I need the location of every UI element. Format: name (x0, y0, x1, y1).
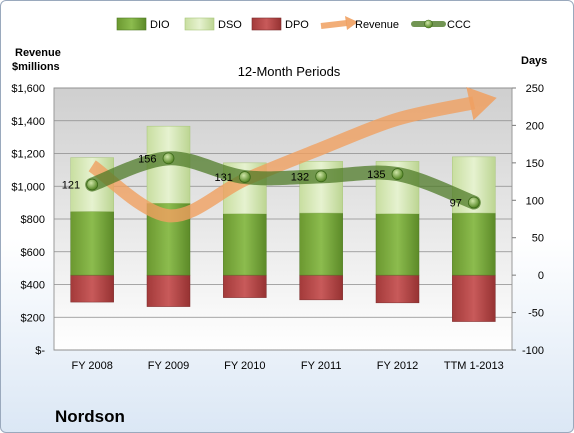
legend-swatch-revenue (320, 20, 348, 29)
legend-label-dio: DIO (150, 19, 170, 31)
ccc-point (391, 168, 404, 180)
legend: DIO DSO DPO Revenue CCC (116, 16, 471, 31)
legend-swatch-dso (184, 17, 215, 31)
bar-dpo (375, 274, 420, 304)
legend-label-dso: DSO (218, 19, 242, 31)
right-tick-label: 0 (538, 270, 544, 282)
right-axis-label: Days (521, 55, 547, 67)
bar-dpo (452, 274, 496, 322)
bar-dpo (299, 274, 343, 301)
bar-dio (223, 213, 267, 276)
ccc-data-label: 132 (291, 171, 309, 183)
right-tick-label: 150 (526, 158, 544, 170)
category-label: FY 2009 (148, 360, 189, 372)
revenue-line (88, 96, 476, 223)
left-tick-label: $600 (21, 247, 45, 259)
ccc-data-label: 156 (138, 153, 156, 165)
category-label: FY 2012 (377, 360, 418, 372)
left-tick-label: $1,000 (11, 181, 45, 193)
right-tick-label: 200 (526, 120, 544, 132)
right-tick-label: -100 (522, 345, 544, 357)
legend-swatch-dpo (251, 17, 282, 31)
category-label: FY 2011 (301, 360, 342, 372)
left-tick-label: $800 (21, 214, 45, 226)
lines-group: 121 156 131 132 135 97 (62, 86, 497, 223)
legend-swatch-ccc-dot (424, 19, 433, 29)
category-label: FY 2008 (71, 360, 112, 372)
right-tick-label: 250 (526, 83, 544, 95)
ccc-point (162, 152, 175, 165)
ccc-line (85, 151, 481, 210)
left-axis-label-line2: $millions (12, 61, 60, 73)
left-tick-label: $1,200 (11, 149, 45, 161)
right-tick-label: 50 (532, 233, 544, 245)
left-tick-label: $1,600 (11, 83, 45, 95)
right-tick-label: 100 (526, 195, 544, 207)
category-label: FY 2010 (224, 360, 265, 372)
ccc-data-label: 131 (214, 172, 232, 184)
ccc-data-label: 121 (62, 180, 80, 192)
bar-dpo (146, 274, 191, 307)
company-name: Nordson (55, 407, 125, 426)
bar-dpo (70, 274, 114, 303)
right-tick-label: -50 (528, 308, 544, 320)
ccc-point (238, 171, 251, 183)
bar-dio (452, 212, 496, 276)
bar-dio (299, 212, 343, 276)
legend-label-ccc: CCC (447, 19, 471, 31)
revenue-arrowhead (466, 86, 497, 121)
bar-dio (70, 211, 114, 276)
legend-label-revenue: Revenue (355, 19, 399, 31)
left-tick-label: $400 (21, 280, 45, 292)
legend-label-dpo: DPO (285, 19, 309, 31)
legend-swatch-revenue-head (345, 16, 358, 30)
legend-swatch-dio (116, 17, 147, 31)
left-tick-label: $1,400 (11, 116, 45, 128)
axes-group: $- $200 $400 $600 $800 $1,000 $1,200 $1,400 $1,6… (11, 83, 544, 372)
chart-subtitle: 12-Month Periods (238, 64, 341, 79)
category-label: TTM 1-2013 (444, 360, 504, 372)
left-tick-label: $200 (21, 312, 45, 324)
ccc-data-label: 135 (367, 169, 385, 181)
left-axis-label-line1: Revenue (15, 47, 61, 59)
ccc-data-label: 97 (450, 198, 462, 210)
ccc-point (86, 178, 99, 191)
left-tick-label: $- (35, 345, 45, 357)
bar-dio (375, 213, 420, 276)
ccc-point (467, 196, 480, 209)
ccc-point (315, 170, 328, 183)
bar-dpo (223, 274, 267, 298)
